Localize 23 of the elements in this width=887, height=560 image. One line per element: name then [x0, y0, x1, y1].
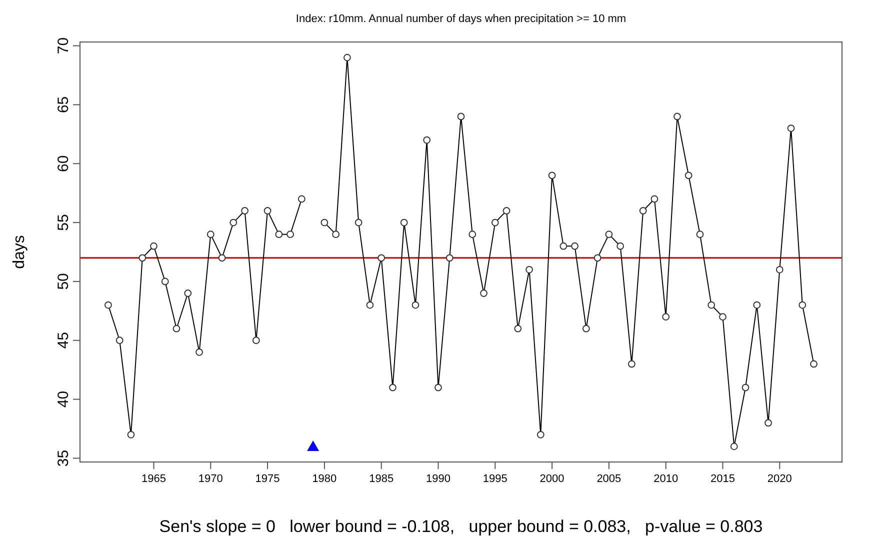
y-tick-label: 40	[55, 390, 72, 408]
x-tick-label: 1970	[198, 473, 223, 485]
y-tick-label: 70	[55, 37, 72, 54]
x-tick-label: 1980	[312, 473, 337, 485]
y-tick-label: 60	[55, 155, 72, 172]
x-tick-label: 1985	[369, 473, 394, 485]
x-tick-label: 1995	[482, 473, 508, 485]
x-tick-label: 2000	[540, 473, 564, 485]
text: Sen's slope = 0 lower bound = -0.108, upper bound = 0.083, p-value = 0.803	[159, 517, 763, 536]
x-tick-label: 2010	[654, 473, 678, 485]
x-tick-label: 2005	[596, 473, 622, 485]
y-tick-label: 35	[55, 450, 72, 467]
y-tick-label: 65	[55, 96, 72, 114]
chart-title: Index: r10mm. Annual number of days when precipitation >= 10 mm	[296, 13, 626, 25]
x-tick-label: 1975	[255, 473, 280, 485]
y-tick-label: 55	[55, 214, 72, 231]
x-tick-label: 1990	[426, 473, 450, 485]
x-tick-label: 2015	[710, 473, 735, 485]
x-tick-label: 2020	[767, 473, 792, 485]
y-axis-title: days	[11, 235, 28, 269]
y-tick-label: 45	[55, 332, 72, 349]
y-tick-label: 50	[55, 273, 72, 290]
x-tick-label: 1965	[142, 473, 166, 485]
